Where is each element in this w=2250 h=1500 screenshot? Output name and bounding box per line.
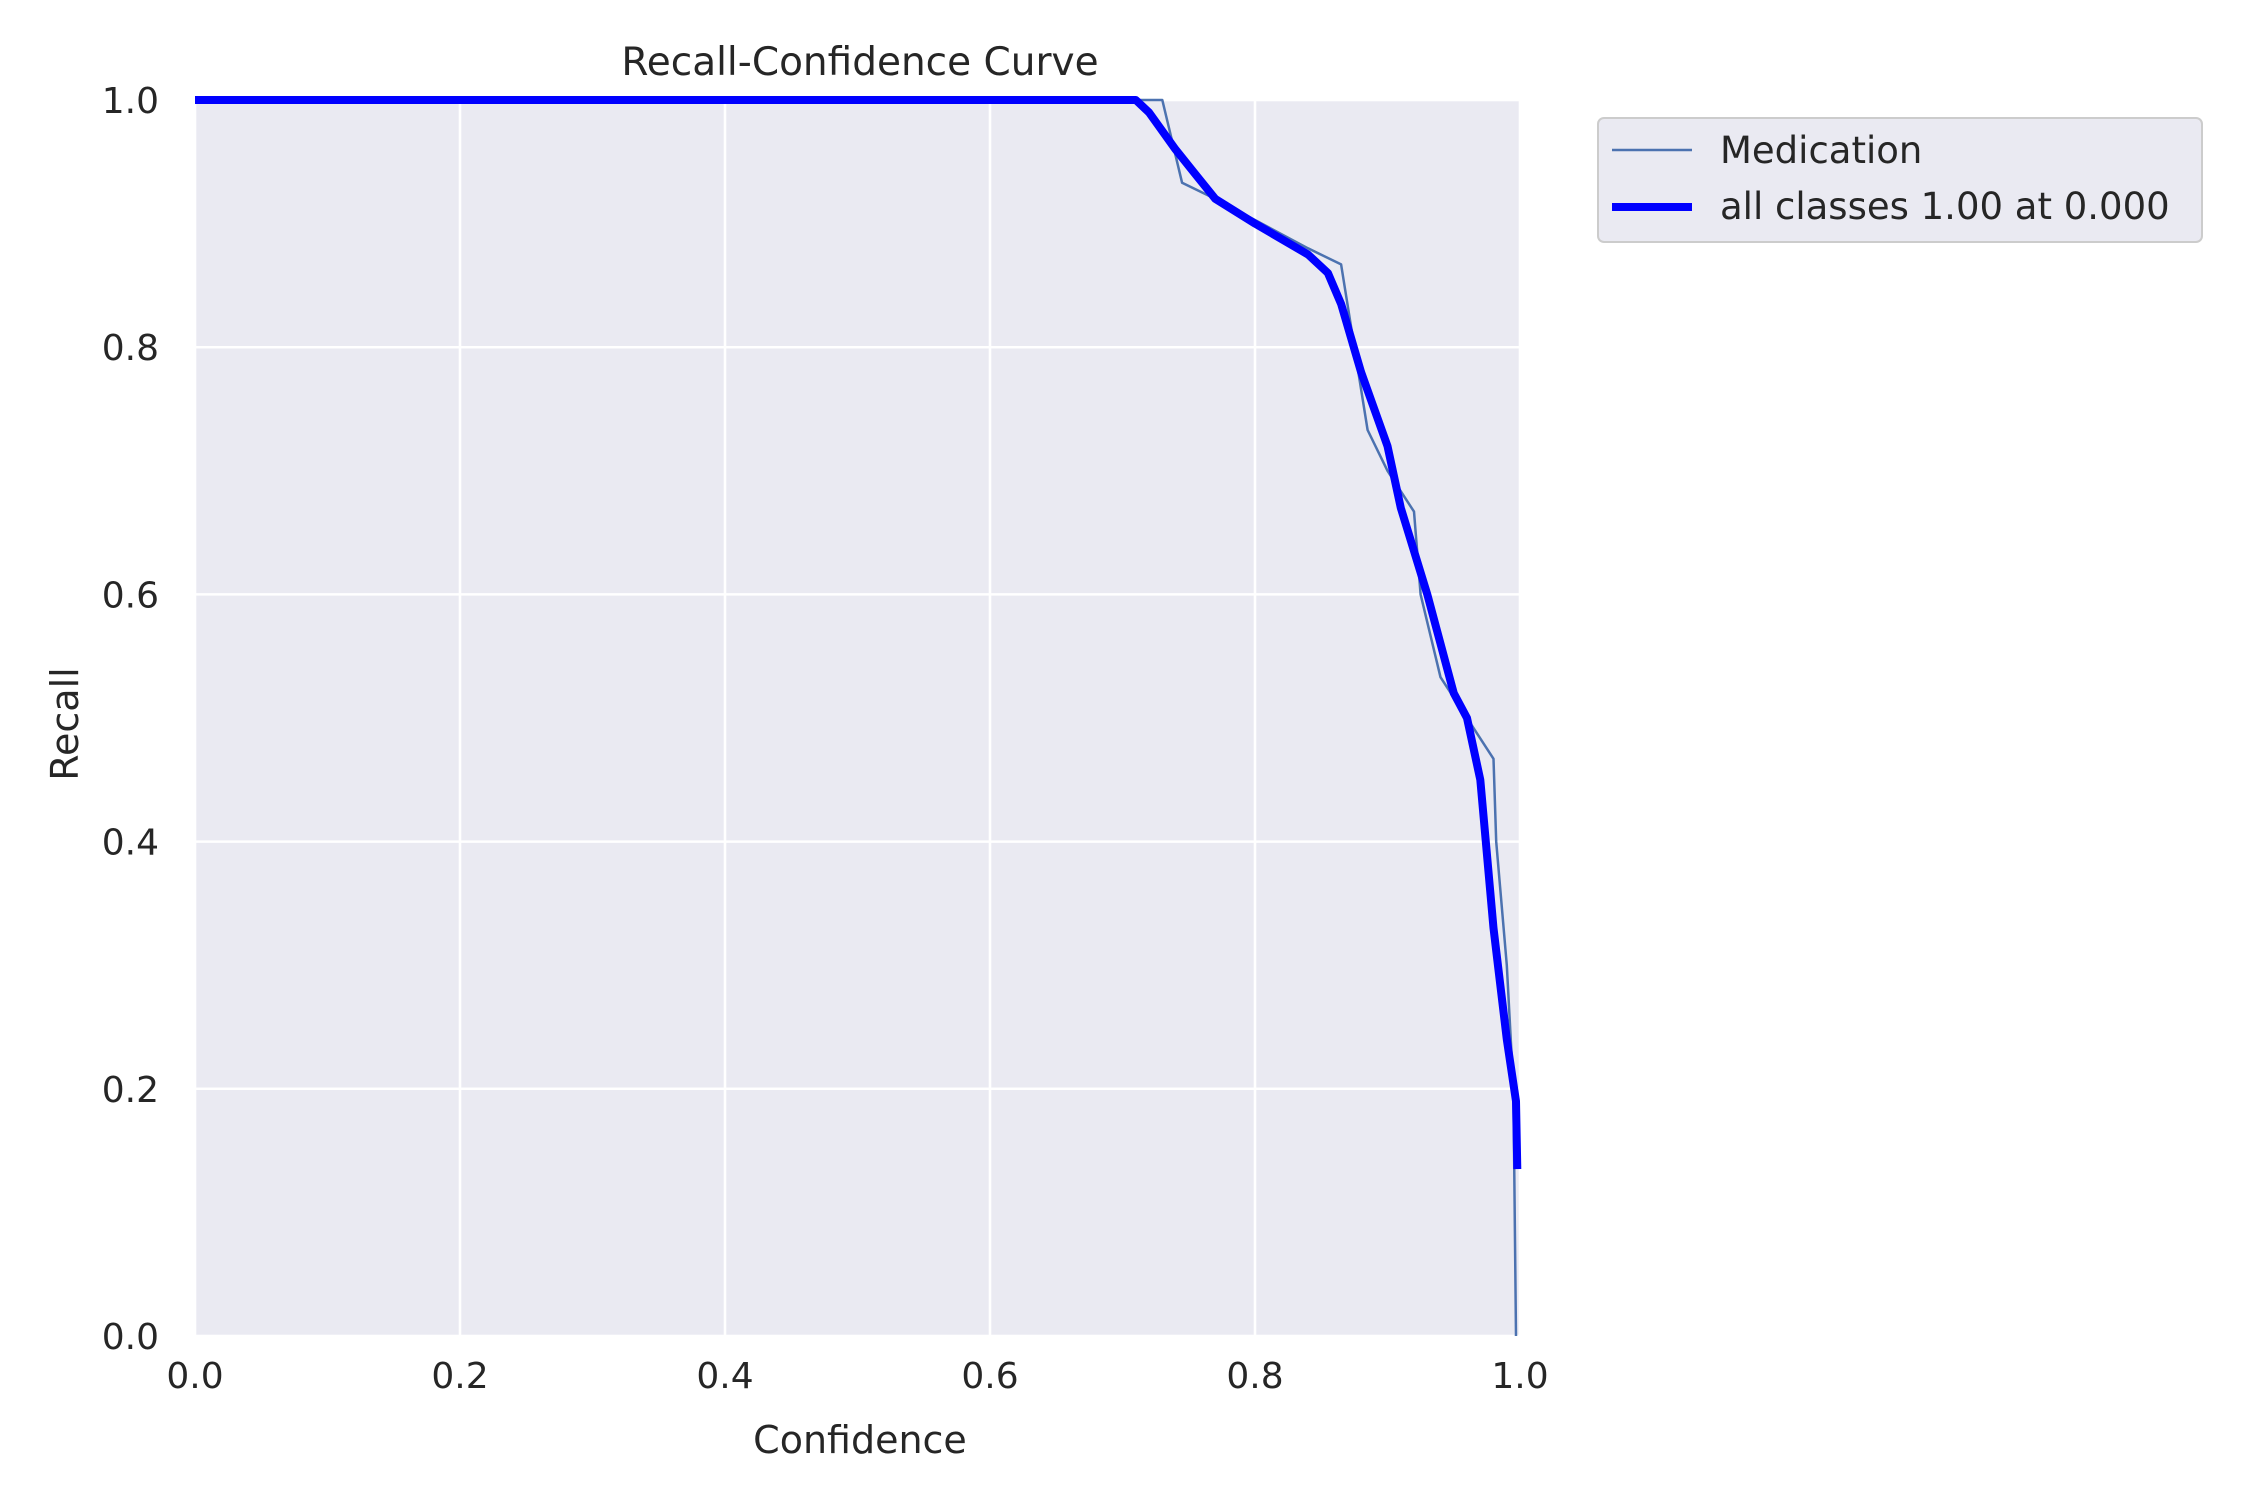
legend-box <box>1597 117 2203 243</box>
x-tick-label: 0.4 <box>696 1356 753 1397</box>
y-tick-label: 0.4 <box>102 823 159 864</box>
y-tick-label: 0.8 <box>102 328 159 369</box>
legend-label-all-classes: all classes 1.00 at 0.000 <box>1720 185 2170 228</box>
x-tick-label: 0.2 <box>431 1356 488 1397</box>
y-tick-label: 0.2 <box>102 1070 159 1111</box>
y-axis-label: Recall <box>43 667 87 780</box>
x-tick-label: 0.8 <box>1226 1356 1283 1397</box>
plot-area <box>195 100 1520 1336</box>
series-layer <box>195 96 1522 1337</box>
y-tick-label: 0.6 <box>102 575 159 616</box>
y-tick-label: 0.0 <box>102 1317 159 1358</box>
series-line-all-classes <box>195 96 1522 1170</box>
x-tick-label: 0.0 <box>166 1356 223 1397</box>
chart-title: Recall-Confidence Curve <box>621 40 1098 85</box>
x-axis-label: Confidence <box>753 1418 967 1462</box>
x-tick-label: 1.0 <box>1491 1356 1548 1397</box>
legend-label-medication: Medication <box>1720 129 1922 172</box>
legend: Medication all classes 1.00 at 0.000 <box>1597 117 2203 243</box>
y-tick-label: 1.0 <box>102 81 159 122</box>
tick-labels: 0.0 0.2 0.4 0.6 0.8 1.0 0.0 0.2 0.4 0.6 0.8 1.0 <box>102 81 1549 1397</box>
x-tick-label: 0.6 <box>961 1356 1018 1397</box>
